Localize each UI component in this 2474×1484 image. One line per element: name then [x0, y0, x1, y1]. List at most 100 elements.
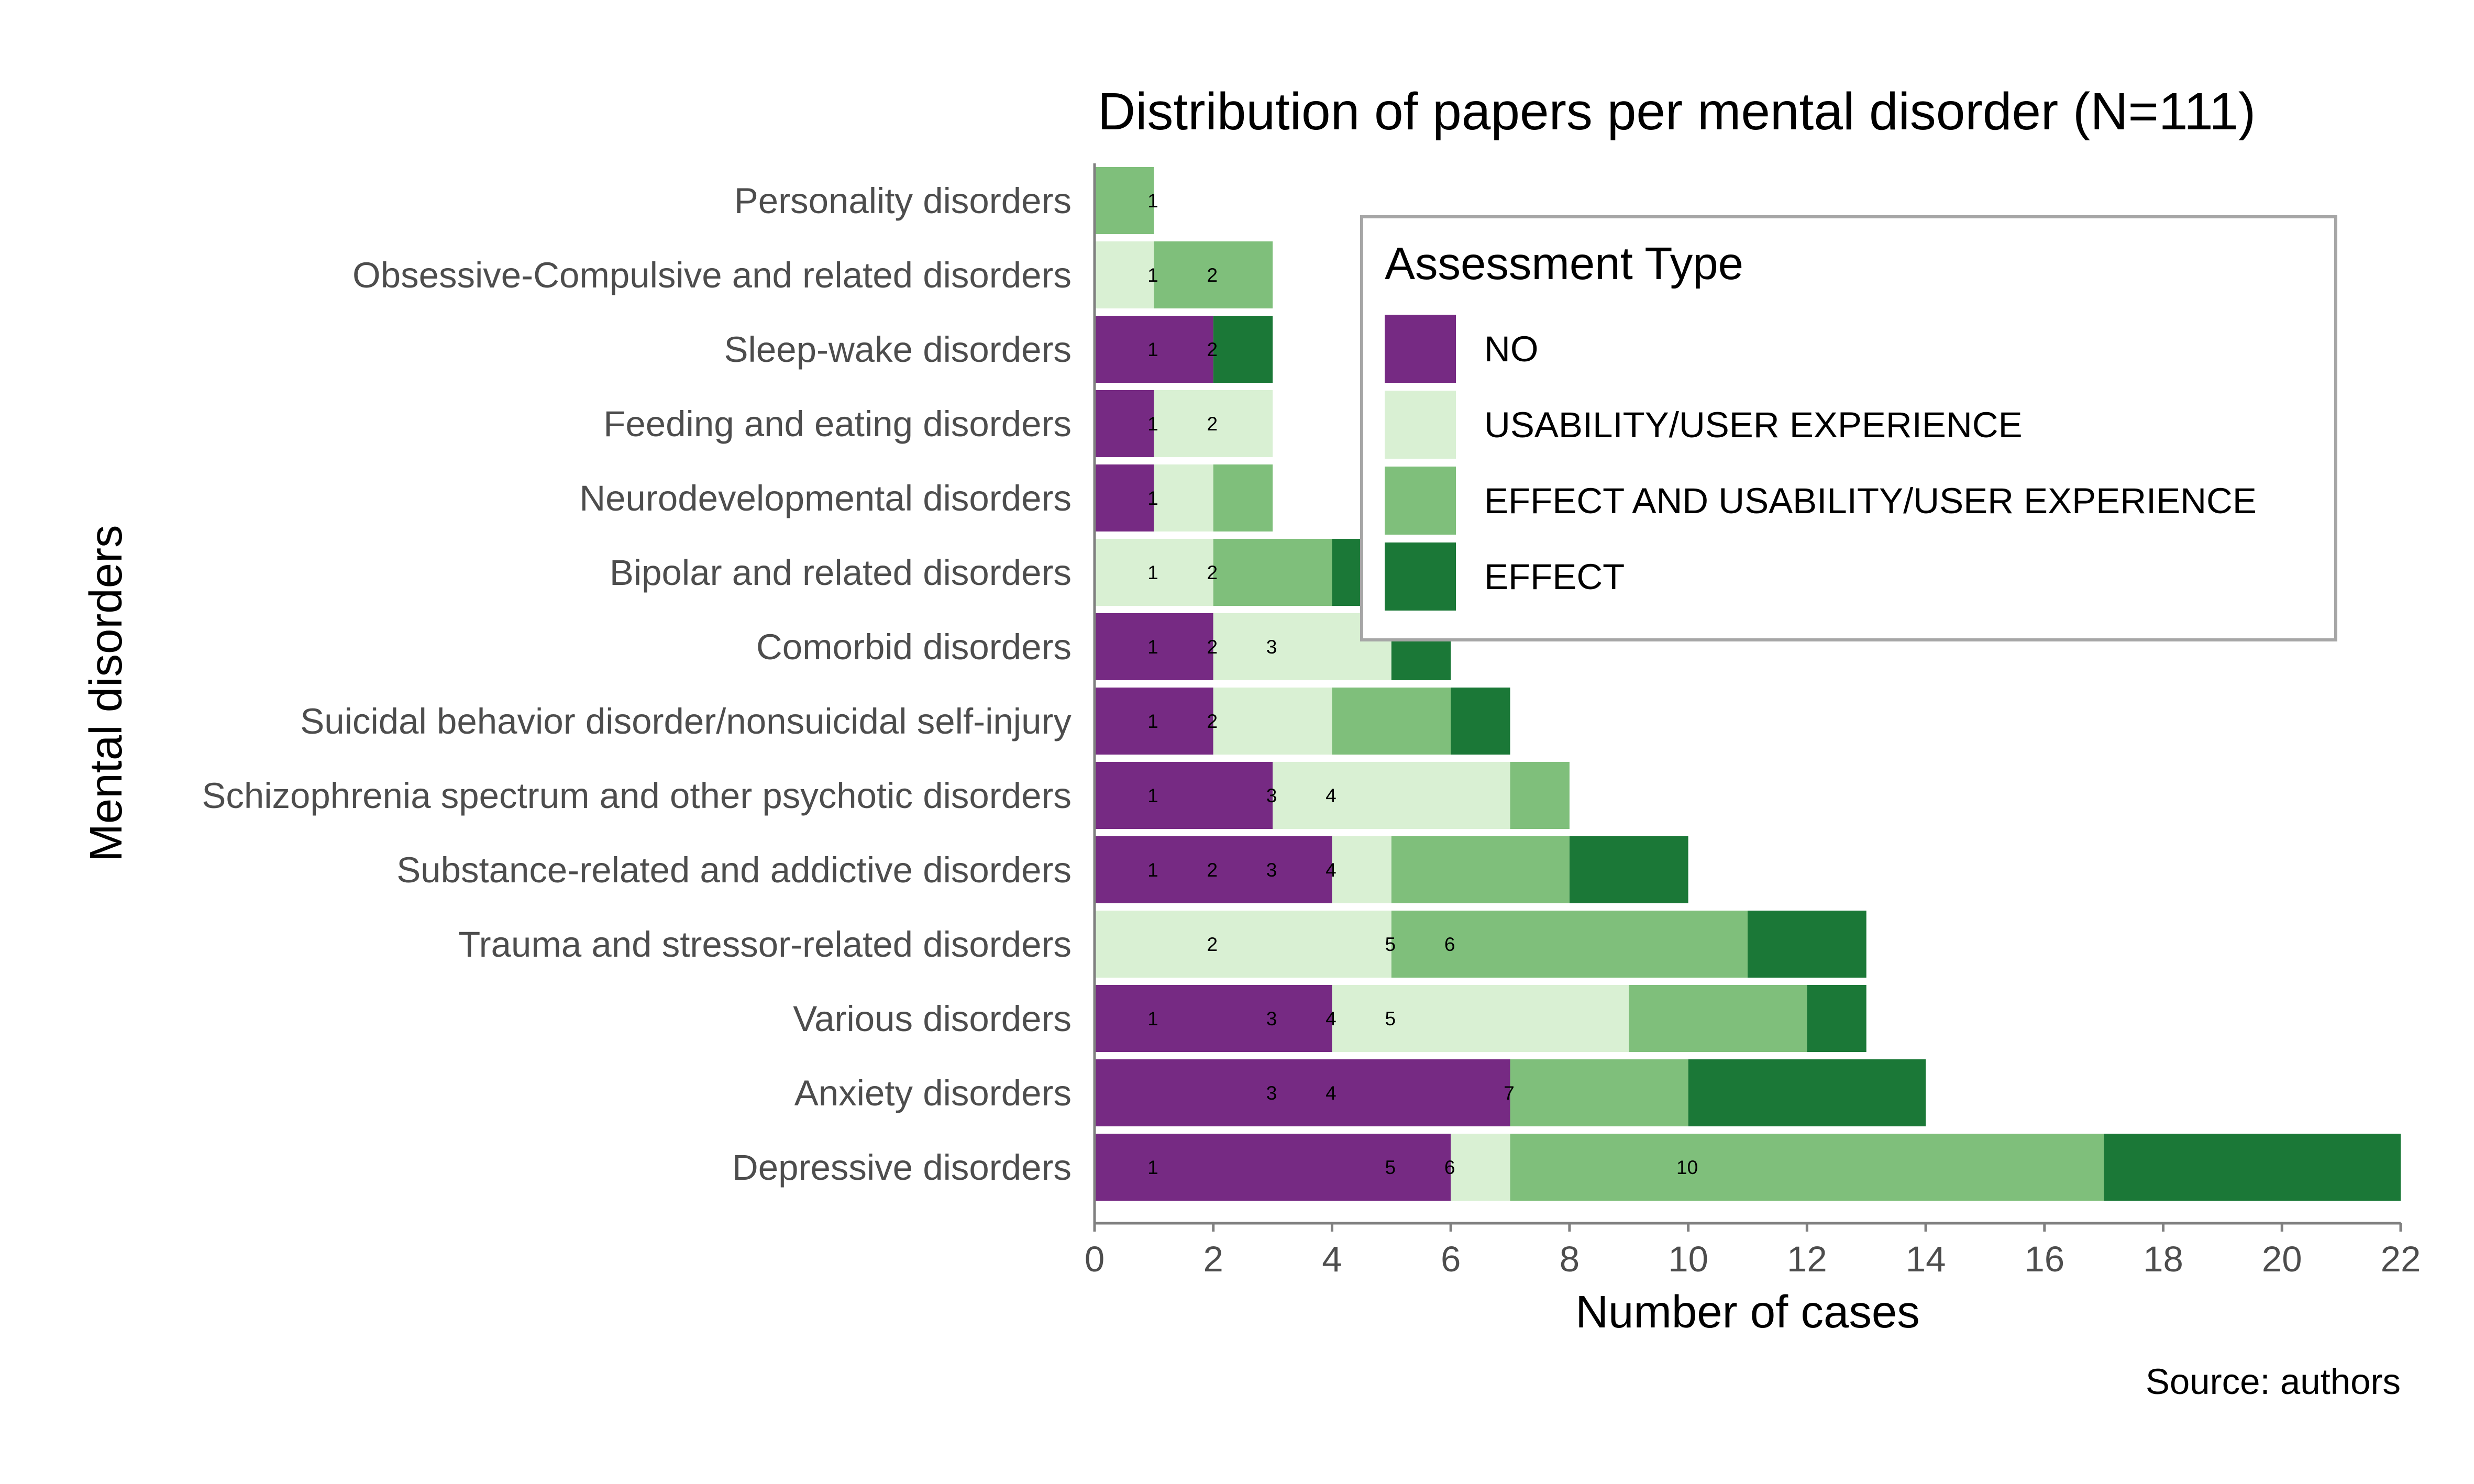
category-labels: Personality disorders Obsessive-Compulsiv… [202, 181, 1072, 1188]
x-tick-label-2: 4 [1322, 1239, 1342, 1279]
category-label-0: Personality disorders [734, 181, 1072, 221]
segment-label-4: 2 [1207, 339, 1218, 360]
x-tick-label-1: 2 [1203, 1239, 1223, 1279]
segment-label-7: 1 [1147, 488, 1158, 509]
segment-label-26: 3 [1266, 1008, 1277, 1029]
bar-segment-11-0 [1095, 985, 1332, 1052]
bar-segment-4-2 [1213, 464, 1273, 531]
legend-items: NO USABILITY/USER EXPERIENCE EFFECT AND US… [1385, 315, 2257, 611]
x-tick-label-6: 12 [1787, 1239, 1827, 1279]
segment-label-32: 1 [1147, 1157, 1158, 1178]
segment-label-35: 10 [1676, 1157, 1698, 1178]
bar-segment-9-2 [1391, 836, 1570, 903]
bar-segment-7-2 [1332, 688, 1451, 755]
bar-segment-6-0 [1095, 613, 1213, 680]
bar-segment-12-2 [1510, 1059, 1688, 1126]
bar-segment-10-3 [1748, 911, 1866, 978]
legend-swatch-2 [1385, 467, 1456, 535]
segment-label-8: 1 [1147, 562, 1158, 583]
bar-segment-10-1 [1095, 911, 1391, 978]
segment-label-34: 6 [1444, 1157, 1455, 1178]
category-label-7: Suicidal behavior disorder/nonsuicidal s… [300, 701, 1072, 741]
segment-label-15: 1 [1147, 785, 1158, 806]
category-label-12: Anxiety disorders [794, 1073, 1072, 1113]
segment-label-19: 2 [1207, 859, 1218, 881]
segment-label-20: 3 [1266, 859, 1277, 881]
category-label-11: Various disorders [793, 999, 1072, 1039]
x-tick-label-10: 20 [2262, 1239, 2302, 1279]
bar-segment-5-2 [1213, 539, 1332, 606]
category-label-4: Neurodevelopmental disorders [579, 478, 1072, 518]
legend-label-1: USABILITY/USER EXPERIENCE [1484, 405, 2023, 445]
legend-label-3: EFFECT [1484, 557, 1625, 597]
segment-label-31: 7 [1504, 1082, 1515, 1104]
segment-label-16: 3 [1266, 785, 1277, 806]
bar-segment-13-1 [1451, 1134, 1510, 1201]
segment-label-0: 1 [1147, 190, 1158, 212]
segment-label-5: 1 [1147, 413, 1158, 435]
bar-segment-13-2 [1510, 1134, 2104, 1201]
legend-label-2: EFFECT AND USABILITY/USER EXPERIENCE [1484, 481, 2257, 521]
segment-label-28: 5 [1385, 1008, 1396, 1029]
legend-title: Assessment Type [1385, 238, 1743, 289]
bar-segment-8-1 [1273, 762, 1510, 829]
category-label-6: Comorbid disorders [756, 627, 1072, 667]
bar-segment-1-2 [1154, 241, 1273, 308]
x-axis-ticks: 0 2 4 6 8 10 12 14 16 18 20 22 [1085, 1223, 2421, 1279]
category-label-9: Substance-related and addictive disorder… [396, 850, 1072, 890]
segment-labels: 1 1 2 1 2 1 2 1 1 2 1 2 3 1 2 1 3 4 1 2 3 4 2 5 6 1 3 4 5 3 4 7 1 5 6 10 [1147, 190, 1698, 1178]
segment-label-14: 2 [1207, 711, 1218, 732]
bars [1095, 167, 2401, 1201]
bar-segment-9-1 [1332, 836, 1391, 903]
bar-segment-8-0 [1095, 762, 1273, 829]
bar-segment-4-0 [1095, 464, 1154, 531]
segment-label-1: 1 [1147, 264, 1158, 286]
category-label-13: Depressive disorders [732, 1147, 1072, 1188]
segment-label-12: 3 [1266, 636, 1277, 658]
category-label-2: Sleep-wake disorders [724, 329, 1072, 370]
legend-swatch-3 [1385, 542, 1456, 611]
segment-label-23: 5 [1385, 934, 1396, 955]
segment-label-27: 4 [1326, 1008, 1337, 1029]
x-tick-label-0: 0 [1085, 1239, 1105, 1279]
bar-segment-13-3 [2104, 1134, 2401, 1201]
segment-label-10: 1 [1147, 636, 1158, 658]
category-label-5: Bipolar and related disorders [610, 552, 1072, 593]
bar-segment-2-3 [1213, 316, 1273, 383]
category-label-1: Obsessive-Compulsive and related disorde… [352, 255, 1072, 295]
x-tick-label-3: 6 [1441, 1239, 1461, 1279]
segment-label-2: 2 [1207, 264, 1218, 286]
x-tick-label-9: 18 [2143, 1239, 2183, 1279]
segment-label-9: 2 [1207, 562, 1218, 583]
bar-segment-12-3 [1688, 1059, 1926, 1126]
segment-label-3: 1 [1147, 339, 1158, 360]
category-label-8: Schizophrenia spectrum and other psychot… [202, 776, 1072, 816]
bar-segment-3-0 [1095, 390, 1154, 457]
bar-segment-10-2 [1391, 911, 1748, 978]
y-axis-title: Mental disorders [81, 525, 131, 861]
x-tick-label-5: 10 [1668, 1239, 1708, 1279]
legend-label-0: NO [1484, 329, 1539, 369]
bar-segment-13-0 [1095, 1134, 1451, 1201]
segment-label-6: 2 [1207, 413, 1218, 435]
legend-swatch-0 [1385, 315, 1456, 383]
segment-label-17: 4 [1326, 785, 1337, 806]
segment-label-21: 4 [1326, 859, 1337, 881]
x-axis-title: Number of cases [1575, 1287, 1920, 1337]
category-label-10: Trauma and stressor-related disorders [458, 924, 1072, 965]
x-tick-label-7: 14 [1906, 1239, 1946, 1279]
segment-label-25: 1 [1147, 1008, 1158, 1029]
bar-segment-9-0 [1095, 836, 1332, 903]
bar-segment-11-3 [1807, 985, 1866, 1052]
bar-segment-9-3 [1569, 836, 1688, 903]
bar-segment-2-0 [1095, 316, 1213, 383]
segment-label-30: 4 [1326, 1082, 1337, 1104]
x-tick-label-8: 16 [2024, 1239, 2064, 1279]
bar-segment-11-2 [1629, 985, 1807, 1052]
bar-segment-7-3 [1451, 688, 1510, 755]
chart-title: Distribution of papers per mental disord… [1098, 82, 2256, 141]
segment-label-18: 1 [1147, 859, 1158, 881]
x-tick-label-11: 22 [2381, 1239, 2421, 1279]
